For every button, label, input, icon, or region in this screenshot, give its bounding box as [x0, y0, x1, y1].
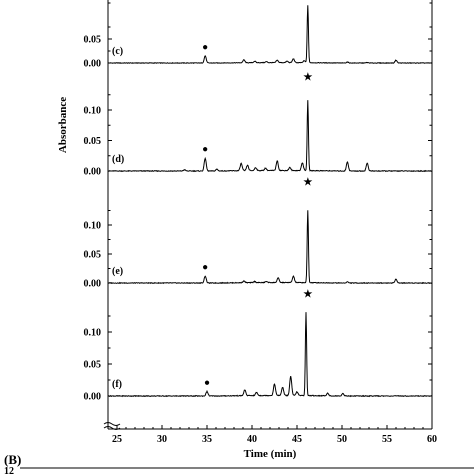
y-tick-label-d-2: 0.10: [84, 106, 102, 117]
star-marker-e: ★: [303, 289, 312, 300]
y-tick-label-c-1: 0.05: [84, 35, 102, 46]
x-tick-label-1: 30: [157, 434, 167, 445]
dot-marker-f: ●: [204, 378, 210, 389]
dot-marker-e: ●: [202, 262, 208, 273]
star-marker-d: ★: [303, 177, 312, 188]
panel-c: 0.00 0.05 (c) ●: [84, 2, 433, 70]
y-tick-label-d-1: 0.05: [84, 136, 102, 147]
y-tick-label-c-0: 0.00: [84, 59, 102, 70]
x-axis: 25 30 35 40 45 50 55 60: [112, 425, 437, 445]
trace-d: [107, 100, 433, 173]
panel-label-c: (c): [112, 46, 123, 57]
panel-e: 0.00 0.05 0.10 (e) ●: [84, 210, 433, 290]
dot-marker-c: ●: [202, 42, 208, 53]
section-b-label: (B): [4, 452, 21, 467]
dot-marker-d: ●: [202, 144, 208, 155]
trace-c: [107, 5, 433, 65]
panel-f: 0.00 0.05 0.10 (f) ●: [84, 312, 433, 403]
chromatogram-panels: 0.00 0.05 (c) ● 0.00 0.05 0.10 (d) ● 0.00 0.05 0.10…: [84, 2, 433, 403]
y-axis-title: Absorbance: [57, 97, 69, 153]
trace-e: [107, 210, 433, 285]
x-tick-label-3: 40: [247, 434, 257, 445]
panel-label-d: (d): [112, 154, 124, 165]
section-b-header: (B) 12: [4, 452, 474, 474]
panel-label-e: (e): [112, 266, 123, 277]
y-tick-label-f-2: 0.10: [84, 328, 102, 339]
y-tick-label-d-0: 0.00: [84, 167, 102, 178]
y-tick-label-f-0: 0.00: [84, 392, 102, 403]
x-tick-label-7: 60: [427, 434, 437, 445]
y-tick-label-e-0: 0.00: [84, 279, 102, 290]
panel-d: 0.00 0.05 0.10 (d) ●: [84, 94, 433, 178]
x-tick-label-4: 45: [292, 434, 302, 445]
y-tick-label-f-1: 0.05: [84, 360, 102, 371]
x-tick-label-5: 50: [337, 434, 347, 445]
trace-f: [107, 312, 433, 398]
x-axis-title: Time (min): [244, 448, 297, 460]
section-b-y-top-label: 12: [4, 466, 14, 474]
panel-label-f: (f): [112, 379, 122, 390]
axis-break-mark: [103, 422, 121, 430]
x-tick-label-6: 55: [382, 434, 392, 445]
plot-frame: [107, 0, 433, 430]
x-tick-label-2: 35: [202, 434, 212, 445]
x-tick-label-0: 25: [112, 434, 122, 445]
y-tick-label-e-1: 0.05: [84, 250, 102, 261]
star-marker-c: ★: [303, 72, 312, 83]
y-tick-label-e-2: 0.10: [84, 221, 102, 232]
